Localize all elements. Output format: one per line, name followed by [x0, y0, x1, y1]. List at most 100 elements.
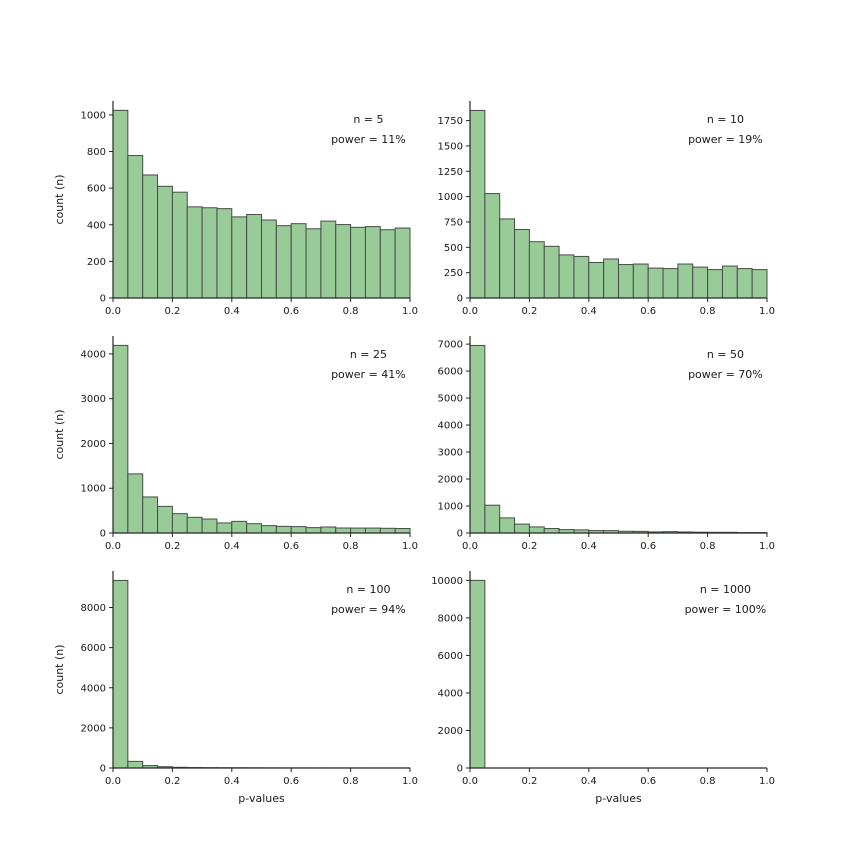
- histogram-panel-n10: 0 250 500 750 1000 1250 1500 1750 0.0 0.2 0.4 0.6 0.…: [380, 95, 780, 335]
- histogram-bar: [216, 208, 233, 299]
- x-axis-label: p-values: [595, 792, 642, 805]
- histogram-bar: [275, 525, 292, 534]
- histogram-bar: [364, 226, 381, 299]
- y-tick-label: 1000: [81, 484, 106, 495]
- histogram-bar: [201, 518, 218, 534]
- x-tick-label: 0.4: [581, 776, 597, 787]
- y-tick-label: 0: [100, 764, 106, 775]
- y-tick-label: 6000: [81, 643, 106, 654]
- histogram-bar: [499, 517, 516, 534]
- y-tick-label: 3000: [81, 394, 106, 405]
- y-tick-label: 0: [457, 764, 463, 775]
- histogram-bar: [364, 527, 381, 534]
- x-tick-label: 0.8: [343, 306, 359, 317]
- histogram-bar: [290, 223, 307, 299]
- histogram-bar: [157, 505, 173, 534]
- histogram-bar: [484, 193, 501, 299]
- y-tick-label: 750: [444, 217, 463, 228]
- x-tick-label: 0.4: [581, 306, 597, 317]
- y-tick-label: 3000: [438, 448, 463, 459]
- x-tick-label: 0.6: [640, 541, 656, 552]
- histogram-bar: [231, 520, 248, 534]
- y-tick-label: 400: [87, 220, 106, 231]
- histogram-bar: [127, 760, 144, 769]
- x-tick-label: 0.4: [224, 776, 240, 787]
- y-tick-label: 4000: [438, 421, 463, 432]
- y-tick-label: 250: [444, 268, 463, 279]
- histogram-bar: [246, 523, 262, 534]
- y-tick-label: 2000: [438, 726, 463, 737]
- histogram-bar: [647, 267, 664, 299]
- histogram-bar: [290, 526, 307, 534]
- x-tick-label: 0.8: [343, 541, 359, 552]
- y-tick-label: 4000: [81, 683, 106, 694]
- y-tick-label: 6000: [438, 651, 463, 662]
- y-tick-label: 1500: [438, 141, 463, 152]
- histogram-bar: [618, 264, 634, 299]
- y-tick-label: 500: [444, 243, 463, 254]
- histogram-n10: 0 250 500 750 1000 1250 1500 1750 0.0 0.2 0.4 0.6 0.…: [438, 101, 775, 317]
- y-tick-label: 1000: [438, 502, 463, 513]
- histogram-bar: [662, 268, 679, 299]
- x-tick-label: 0.8: [343, 776, 359, 787]
- x-tick-label: 0.8: [700, 541, 716, 552]
- histogram-bar: [127, 155, 144, 299]
- histogram-bar: [469, 109, 486, 299]
- x-tick-label: 0.0: [105, 776, 121, 787]
- annotation-n: n = 10: [707, 113, 744, 126]
- x-tick-label: 0.2: [164, 306, 180, 317]
- histogram-bar: [677, 263, 694, 299]
- histogram-bar: [142, 496, 159, 534]
- y-tick-label: 4000: [438, 688, 463, 699]
- histogram-bar: [632, 263, 649, 299]
- histogram-bar: [528, 241, 545, 299]
- annotation-power: power = 41%: [331, 368, 406, 381]
- x-tick-label: 0.0: [462, 541, 478, 552]
- y-tick-label: 1000: [438, 192, 463, 203]
- y-tick-label: 0: [100, 529, 106, 540]
- histogram-bar: [320, 526, 337, 534]
- histogram-bar: [499, 218, 516, 299]
- histogram-bar: [692, 266, 709, 299]
- x-tick-label: 1.0: [759, 776, 775, 787]
- annotation-n: n = 1000: [700, 583, 751, 596]
- x-tick-label: 0.0: [462, 776, 478, 787]
- x-tick-label: 0.6: [640, 776, 656, 787]
- histogram-bar: [157, 185, 173, 299]
- histogram-bar: [603, 258, 619, 299]
- histogram-bar: [573, 255, 590, 299]
- x-tick-label: 1.0: [402, 541, 418, 552]
- histogram-bar: [112, 344, 129, 534]
- annotation-n: n = 25: [350, 348, 387, 361]
- y-tick-label: 2000: [81, 723, 106, 734]
- histogram-bar: [320, 220, 337, 299]
- histogram-bar: [588, 262, 605, 299]
- y-tick-label: 1250: [438, 167, 463, 178]
- y-tick-label: 2000: [81, 439, 106, 450]
- x-tick-label: 0.2: [164, 541, 180, 552]
- y-tick-label: 4000: [81, 349, 106, 360]
- y-tick-label: 800: [87, 147, 106, 158]
- histogram-bar: [514, 229, 530, 299]
- histogram-panel-n5: 0 200 400 600 800 1000 0.0 0.2 0.4 0.6 0.8 1.0 n = 5…: [23, 95, 423, 335]
- x-tick-label: 0.8: [700, 776, 716, 787]
- y-tick-label: 0: [457, 529, 463, 540]
- histogram-bar: [275, 225, 292, 299]
- histogram-n100: 0 2000 4000 6000 8000 0.0 0.2 0.4 0.6 0.8 1.0 n = 1…: [53, 571, 418, 805]
- y-tick-label: 6000: [438, 367, 463, 378]
- histogram-bar: [736, 268, 753, 299]
- histogram-bar: [112, 109, 129, 299]
- histogram-bar: [751, 269, 768, 299]
- histogram-bar: [721, 265, 738, 299]
- y-axis-label: count (n): [53, 174, 66, 224]
- y-tick-label: 1750: [438, 116, 463, 127]
- histogram-bar: [127, 473, 144, 534]
- y-axis-label: count (n): [53, 409, 66, 459]
- x-tick-label: 1.0: [402, 306, 418, 317]
- histogram-n1000: 0 2000 4000 6000 8000 10000 0.0 0.2 0.4 0.6 0.8 1.0…: [431, 571, 775, 805]
- y-tick-label: 0: [100, 294, 106, 305]
- histogram-bar: [305, 527, 322, 534]
- y-tick-label: 8000: [81, 603, 106, 614]
- histogram-bar: [350, 226, 366, 299]
